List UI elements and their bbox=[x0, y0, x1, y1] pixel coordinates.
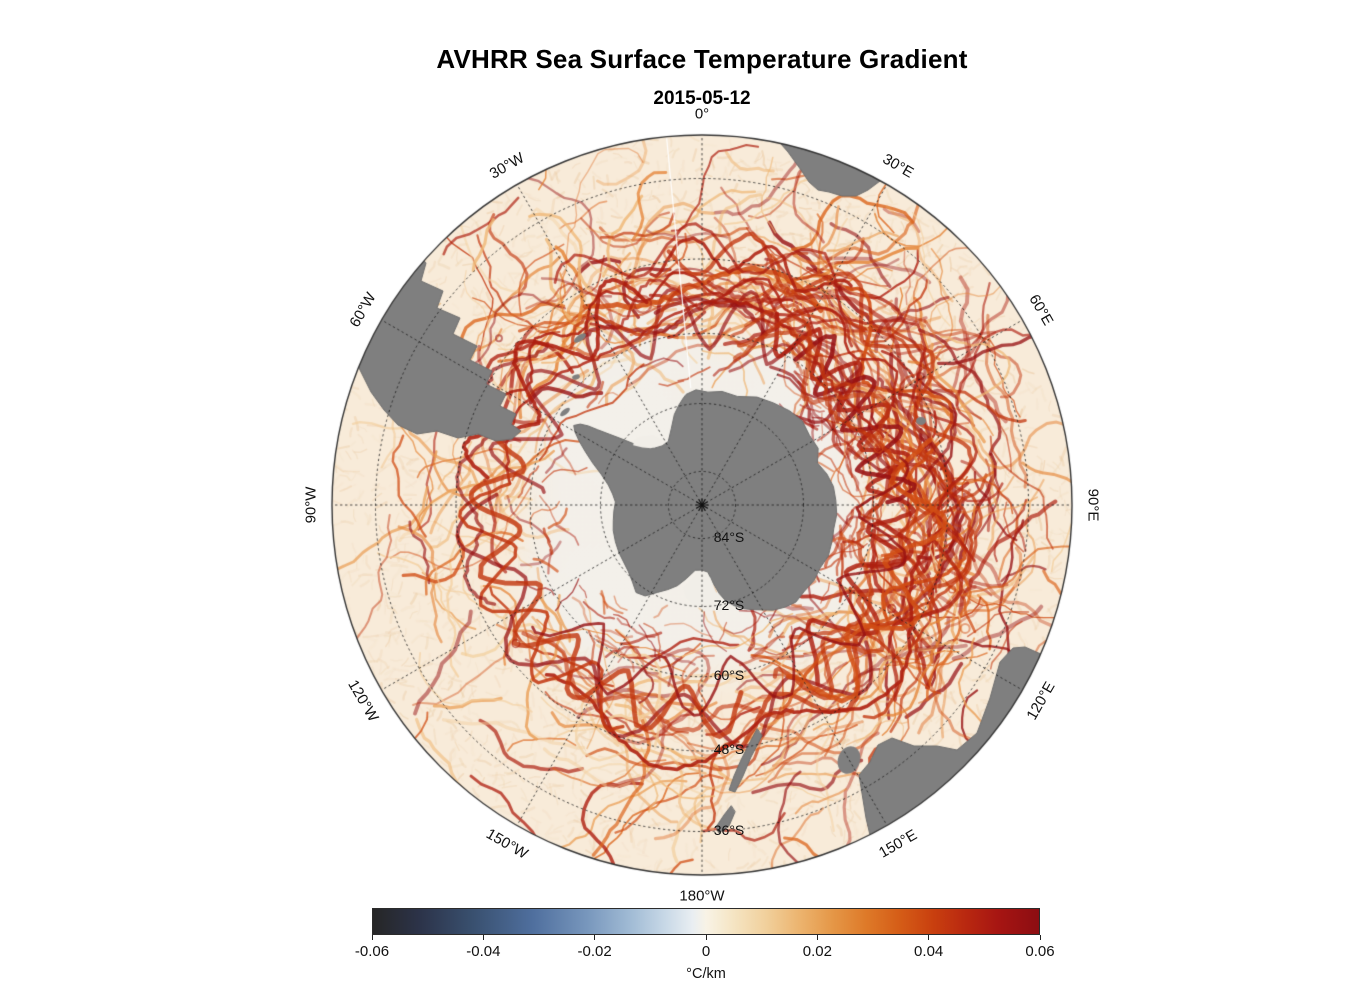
colorbar-tick bbox=[928, 935, 930, 940]
colorbar-tick bbox=[482, 935, 484, 940]
colorbar-tick-label--0.06: -0.06 bbox=[354, 943, 390, 960]
colorbar-tick-label-0: 0 bbox=[701, 943, 711, 960]
colorbar-tick bbox=[816, 935, 818, 940]
colorbar-tick bbox=[594, 935, 596, 940]
colorbar-tick bbox=[1039, 935, 1041, 940]
colorbar-tick-label-0.02: 0.02 bbox=[802, 943, 832, 960]
colorbar-tick bbox=[371, 935, 373, 940]
colorbar-tick-label-0.04: 0.04 bbox=[914, 943, 944, 960]
colorbar-tick bbox=[705, 935, 707, 940]
colorbar: -0.06 -0.04 -0.02 0 0.02 0.04 0.06 °C/km bbox=[355, 908, 1055, 982]
colorbar-gradient bbox=[372, 908, 1040, 935]
colorbar-tick-label--0.04: -0.04 bbox=[466, 943, 501, 960]
colorbar-unit-label: °C/km bbox=[686, 966, 726, 982]
colorbar-tick-label-0.06: 0.06 bbox=[1025, 943, 1055, 960]
colorbar-tick-label--0.02: -0.02 bbox=[577, 943, 612, 960]
